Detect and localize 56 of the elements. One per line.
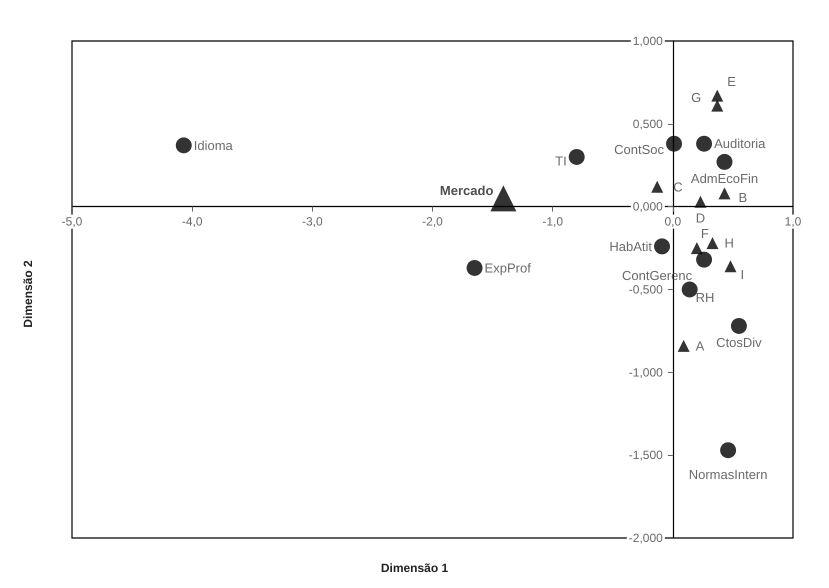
annotation: C <box>673 179 683 194</box>
annotation: B <box>738 190 748 205</box>
annotation: H <box>724 236 734 251</box>
point <box>696 136 712 152</box>
annotation: I <box>740 266 744 282</box>
point <box>720 442 736 458</box>
annotation: Idioma <box>194 138 234 153</box>
x-tick-label: -4,0 <box>182 214 203 229</box>
annotation: D <box>696 210 706 226</box>
x-axis-title: Dimensão 1 <box>380 561 449 575</box>
x-tick-label: -5,0 <box>62 214 83 229</box>
y-tick-label: 0,500 <box>632 116 664 131</box>
point <box>466 260 483 276</box>
annotation: ContSoc <box>614 142 665 158</box>
y-tick-label: -1,000 <box>628 365 664 380</box>
x-tick-label: 1,0 <box>784 214 802 229</box>
annotation: A <box>696 338 705 354</box>
annotation: AdmEcoFin <box>690 170 758 186</box>
annotation: Mercado <box>440 182 494 198</box>
x-tick-label: -1,0 <box>542 214 564 229</box>
point <box>694 196 706 208</box>
annotation: HabAtit <box>609 238 652 254</box>
annotation: F <box>700 226 709 242</box>
y-axis-title: Dimensão 2 <box>21 260 35 328</box>
point <box>706 237 718 250</box>
point <box>718 187 731 200</box>
point <box>730 318 747 334</box>
point <box>696 252 712 268</box>
annotation: E <box>727 74 736 90</box>
point <box>724 260 737 272</box>
annotation: NormasIntern <box>688 467 768 482</box>
x-tick-label: 0,0 <box>664 214 682 229</box>
point <box>711 90 724 102</box>
x-tick-label: -2,0 <box>422 214 444 229</box>
point <box>568 148 585 165</box>
y-tick-label: 1,000 <box>632 34 664 48</box>
point <box>654 238 670 254</box>
point <box>716 154 733 170</box>
y-tick-label: -0,500 <box>628 282 664 296</box>
point <box>176 137 192 154</box>
annotation: CtosDiv <box>716 334 762 350</box>
point <box>690 242 703 254</box>
point <box>651 180 664 193</box>
y-tick-label: -1,500 <box>628 448 664 462</box>
annotation: Auditoria <box>714 136 766 152</box>
y-tick-label: -2,000 <box>628 531 664 545</box>
point <box>682 282 698 298</box>
annotation: RH <box>696 290 714 305</box>
point <box>666 136 682 152</box>
annotation: TI <box>555 153 567 168</box>
point <box>711 100 724 112</box>
x-tick-label: -3,0 <box>302 214 323 229</box>
point <box>678 340 690 352</box>
annotation: G <box>691 90 702 106</box>
y-tick-label: 0,000 <box>632 200 664 214</box>
annotation: ExpProf <box>484 260 532 276</box>
